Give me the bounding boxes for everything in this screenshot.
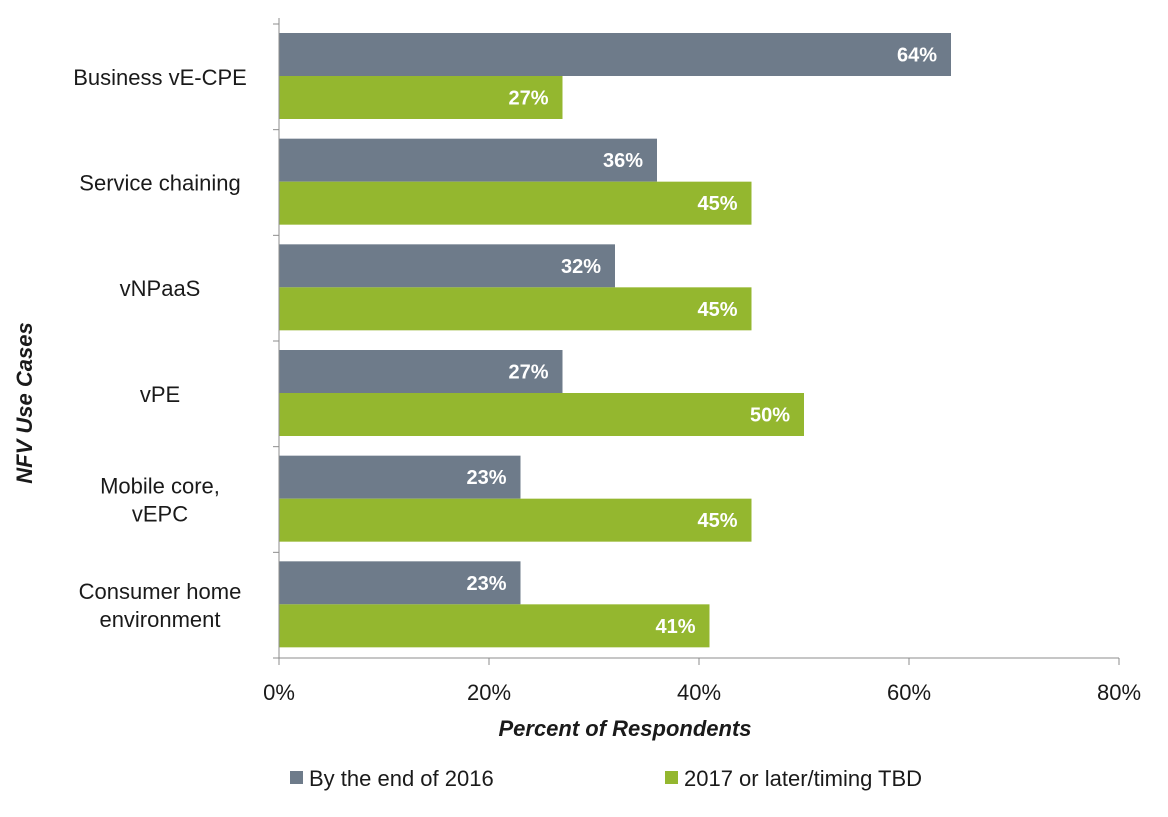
bar-value-label: 41% bbox=[655, 616, 695, 638]
category-label: vNPaaS bbox=[120, 276, 201, 301]
bar-series2 bbox=[279, 76, 563, 119]
bar-value-label: 32% bbox=[561, 256, 601, 278]
bar-value-label: 45% bbox=[697, 193, 737, 215]
bar-series2 bbox=[279, 604, 710, 648]
legend-swatch bbox=[665, 771, 678, 784]
legend-label: By the end of 2016 bbox=[309, 766, 494, 791]
bar-value-label: 64% bbox=[897, 45, 937, 67]
bar-series2 bbox=[279, 393, 804, 436]
bar-value-label: 27% bbox=[508, 88, 548, 110]
x-axis-title: Percent of Respondents bbox=[498, 716, 751, 741]
y-axis-title: NFV Use Cases bbox=[12, 322, 37, 483]
bar-value-label: 36% bbox=[603, 150, 643, 172]
bar-value-label: 45% bbox=[697, 299, 737, 321]
bar-series1 bbox=[279, 33, 951, 76]
x-tick-label: 0% bbox=[263, 680, 295, 705]
category-label: Service chaining bbox=[79, 171, 240, 196]
bar-value-label: 27% bbox=[508, 362, 548, 384]
x-tick-label: 40% bbox=[677, 680, 721, 705]
bar-series2 bbox=[279, 181, 752, 225]
x-tick-label: 20% bbox=[467, 680, 511, 705]
bar-series1 bbox=[279, 244, 615, 288]
x-tick-label: 80% bbox=[1097, 680, 1141, 705]
bar-value-label: 45% bbox=[697, 510, 737, 532]
bars-group: 64% 27% 36% 45% 32% 45% 27% 50% 23% 45% 23% 41% bbox=[279, 33, 951, 648]
category-label: Consumer home environment bbox=[79, 579, 242, 632]
bar-series2 bbox=[279, 498, 752, 542]
category-label: vPE bbox=[140, 382, 180, 407]
bar-series1 bbox=[279, 350, 563, 393]
axes-group: Business vE-CPE Service chaining vNPaaS vPE… bbox=[73, 18, 1141, 705]
bar-value-label: 23% bbox=[466, 467, 506, 489]
category-label: Mobile core, vEPC bbox=[100, 474, 220, 527]
bar-series1 bbox=[279, 138, 657, 182]
bar-series1 bbox=[279, 455, 521, 499]
bar-series2 bbox=[279, 287, 752, 331]
category-label: Business vE-CPE bbox=[73, 65, 247, 90]
legend-label: 2017 or later/timing TBD bbox=[684, 766, 922, 791]
legend: By the end of 2016 2017 or later/timing T… bbox=[290, 766, 922, 791]
bar-value-label: 23% bbox=[466, 573, 506, 595]
bar-series1 bbox=[279, 561, 521, 605]
bar-value-label: 50% bbox=[750, 405, 790, 427]
legend-swatch bbox=[290, 771, 303, 784]
x-tick-label: 60% bbox=[887, 680, 931, 705]
